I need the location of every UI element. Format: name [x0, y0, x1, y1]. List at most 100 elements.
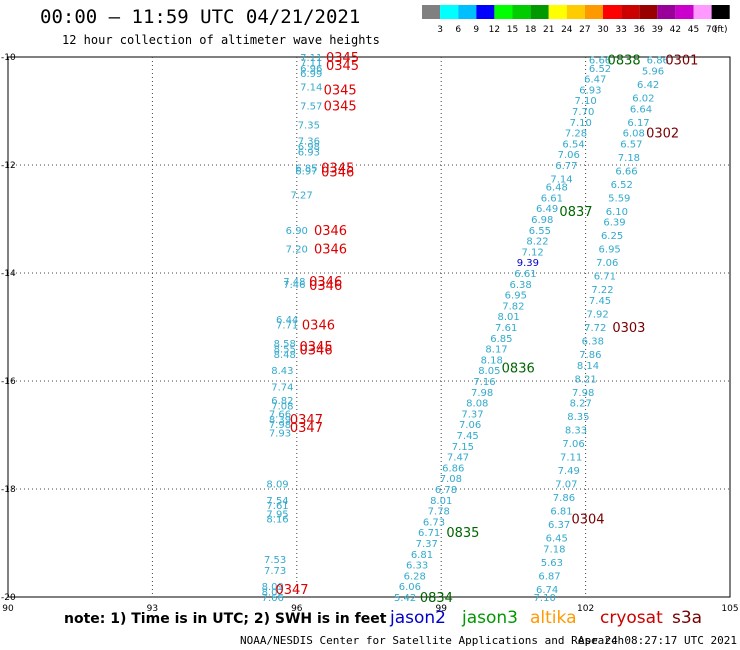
- wave-height-value: 6.96: [300, 64, 322, 75]
- wave-height-value: 6.55: [529, 226, 551, 237]
- wave-height-value: 7.72: [584, 323, 606, 334]
- wave-height-value: 7.70: [572, 107, 594, 118]
- satellite-label-jason2: jason2: [390, 608, 446, 628]
- colorbar-label: 9: [473, 25, 479, 35]
- wave-height-value: 8.43: [271, 366, 293, 377]
- wave-height-value: 8.21: [574, 374, 596, 385]
- colorbar-swatch: [621, 5, 640, 19]
- lon-tick-label: 102: [577, 604, 594, 614]
- lon-tick-label: 90: [2, 604, 14, 614]
- lon-tick-label: 93: [147, 604, 158, 614]
- footer-agency: NOAA/NESDIS Center for Satellite Applica…: [240, 634, 625, 647]
- wave-height-value: 6.38: [582, 337, 604, 348]
- wave-height-value: 6.45: [546, 534, 568, 545]
- wave-height-value: 6.98: [531, 215, 553, 226]
- wave-height-value: 6.17: [627, 118, 649, 129]
- colorbar-swatch: [566, 5, 585, 19]
- pass-time-label: 0303: [612, 321, 645, 336]
- wave-height-value: 7.35: [298, 121, 320, 132]
- satellite-label-s3a: s3a: [672, 608, 703, 628]
- satellite-label-cryosat: cryosat: [600, 608, 663, 628]
- pass-time-label: 0346: [302, 318, 335, 333]
- pass-time-label: 0347: [275, 583, 308, 598]
- wave-height-value: 7.08: [271, 401, 293, 412]
- pass-time-label: 0347: [290, 413, 323, 428]
- wave-height-value: 8.01: [497, 312, 519, 323]
- wave-height-value: 7.11: [560, 453, 582, 464]
- lat-tick-label: -16: [1, 377, 16, 387]
- wave-height-value: 6.71: [418, 528, 440, 539]
- colorbar-label: 42: [670, 25, 681, 35]
- colorbar-swatch: [548, 5, 567, 19]
- wave-height-value: 7.98: [471, 388, 493, 399]
- colorbar-label: (ft): [714, 25, 728, 35]
- wave-height-value: 6.61: [514, 269, 536, 280]
- wave-height-value: 6.06: [399, 582, 421, 593]
- wave-height-value: 7.06: [558, 150, 580, 161]
- wave-height-value: 7.27: [290, 191, 312, 202]
- wave-height-value: 6.95: [599, 245, 621, 256]
- wave-height-value: 6.10: [606, 207, 628, 218]
- chart-title: 00:00 – 11:59 UTC 04/21/2021: [40, 6, 361, 28]
- colorbar-label: 3: [437, 25, 443, 35]
- pass-time-label: 0302: [646, 127, 679, 142]
- pass-time-label: 0834: [420, 591, 453, 606]
- colorbar-label: 30: [597, 25, 609, 35]
- wave-height-value: 7.98: [572, 388, 594, 399]
- colorbar-label: 39: [652, 25, 664, 35]
- wave-height-value: 7.45: [589, 296, 611, 307]
- colorbar-swatch: [458, 5, 477, 19]
- wave-height-value: 8.58: [274, 339, 296, 350]
- colorbar-label: 18: [525, 25, 537, 35]
- wave-height-value: 6.97: [295, 166, 317, 177]
- wave-height-value: 6.39: [603, 218, 625, 229]
- wave-height-value: 7.07: [555, 480, 577, 491]
- lon-tick-label: 99: [435, 604, 447, 614]
- pass-time-label: 0346: [300, 344, 333, 359]
- wave-height-value: 7.61: [495, 323, 517, 334]
- pass-time-label: 0301: [665, 54, 698, 69]
- wave-height-value: 7.08: [440, 474, 462, 485]
- wave-height-value: 6.48: [546, 183, 568, 194]
- colorbar-swatch: [476, 5, 495, 19]
- colorbar-swatch: [422, 5, 441, 19]
- wave-height-value: 7.18: [618, 153, 640, 164]
- wave-height-value: 5.63: [541, 558, 563, 569]
- satellite-label-altika: altika: [530, 608, 577, 628]
- lat-tick-label: -12: [1, 161, 16, 171]
- colorbar-swatch: [440, 5, 459, 19]
- wave-height-value: 6.73: [423, 517, 445, 528]
- wave-height-value: 6.81: [411, 550, 433, 561]
- wave-height-value: 7.14: [550, 175, 572, 186]
- wave-height-value: 7.53: [264, 555, 286, 566]
- wave-height-value: 6.08: [623, 129, 645, 140]
- wave-height-value: 7.49: [558, 466, 580, 477]
- wave-height-value: 6.85: [295, 164, 317, 175]
- wave-height-value: 6.33: [406, 561, 428, 572]
- wave-height-value: 9.39: [517, 258, 539, 269]
- wave-height-value: 8.17: [485, 345, 507, 356]
- wave-height-value: 7.54: [266, 496, 288, 507]
- pass-time-label: 0346: [314, 243, 347, 258]
- wave-height-value: 7.78: [428, 507, 450, 518]
- colorbar-label: 70: [706, 25, 718, 35]
- wave-height-value: 7.46: [283, 280, 305, 291]
- wave-height-value: 6.87: [538, 571, 560, 582]
- wave-height-value: 6.71: [594, 272, 616, 283]
- pass-time-label: 0345: [321, 162, 354, 177]
- pass-time-label: 0346: [309, 275, 342, 290]
- wave-height-value: 6.86: [647, 56, 669, 67]
- wave-height-value: 7.36: [298, 137, 320, 148]
- wave-height-value: 7.22: [591, 285, 613, 296]
- pass-time-label: 0346: [321, 165, 354, 180]
- wave-height-value: 7.18: [543, 544, 565, 555]
- wave-height-value: 6.98: [298, 142, 320, 153]
- wave-height-value: 6.52: [589, 64, 611, 75]
- pass-time-label: 0304: [571, 513, 604, 528]
- wave-height-value: 5.42: [394, 593, 416, 604]
- colorbar-label: 36: [633, 25, 645, 35]
- wave-height-value: 6.57: [620, 139, 642, 150]
- wave-height-value: 6.95: [505, 291, 527, 302]
- wave-height-value: 6.85: [490, 334, 512, 345]
